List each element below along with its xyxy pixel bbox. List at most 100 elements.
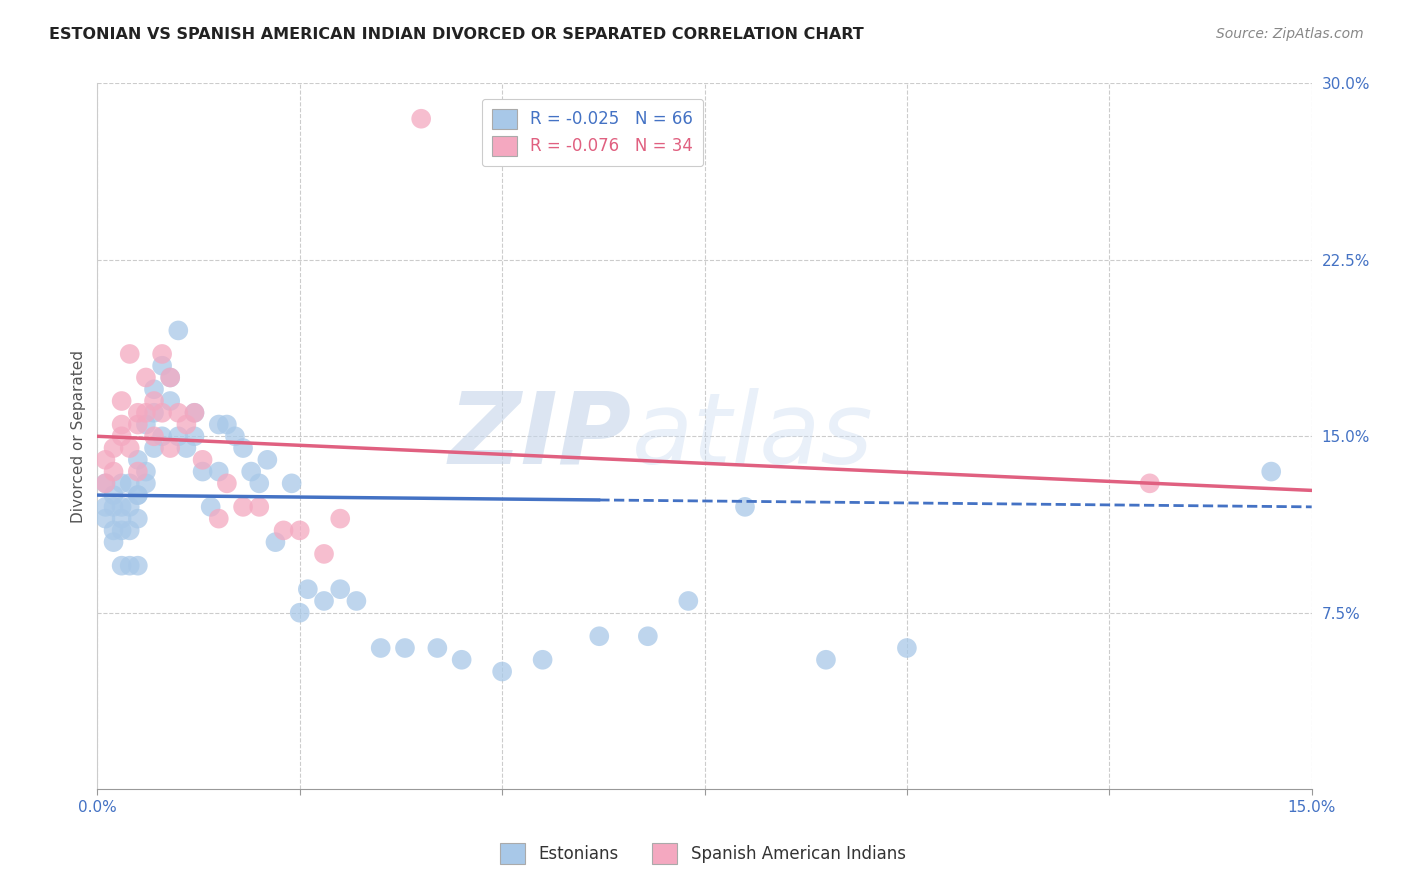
Point xyxy=(135,476,157,491)
Point xyxy=(215,476,238,491)
Point xyxy=(1260,465,1282,479)
Point xyxy=(814,653,837,667)
Point xyxy=(159,441,181,455)
Point xyxy=(183,429,205,443)
Point xyxy=(143,382,166,396)
Point xyxy=(103,500,125,514)
Point xyxy=(588,629,610,643)
Point xyxy=(103,465,125,479)
Point xyxy=(159,394,181,409)
Point xyxy=(426,640,449,655)
Point xyxy=(118,500,141,514)
Point xyxy=(167,323,190,337)
Point xyxy=(411,112,433,126)
Point xyxy=(127,406,149,420)
Y-axis label: Divorced or Separated: Divorced or Separated xyxy=(72,350,86,523)
Legend: Estonians, Spanish American Indians: Estonians, Spanish American Indians xyxy=(494,837,912,871)
Point xyxy=(247,476,270,491)
Point xyxy=(127,558,149,573)
Text: ZIP: ZIP xyxy=(449,388,631,484)
Point xyxy=(191,452,214,467)
Point xyxy=(280,476,302,491)
Point xyxy=(94,511,117,525)
Point xyxy=(127,488,149,502)
Point xyxy=(94,476,117,491)
Point xyxy=(150,406,173,420)
Point xyxy=(103,535,125,549)
Point xyxy=(394,640,416,655)
Point xyxy=(637,629,659,643)
Text: Source: ZipAtlas.com: Source: ZipAtlas.com xyxy=(1216,27,1364,41)
Point xyxy=(111,429,134,443)
Point xyxy=(111,500,134,514)
Point xyxy=(127,417,149,432)
Point xyxy=(531,653,554,667)
Point xyxy=(329,582,352,597)
Point xyxy=(127,488,149,502)
Point xyxy=(370,640,392,655)
Point xyxy=(312,547,335,561)
Point xyxy=(159,370,181,384)
Point xyxy=(143,394,166,409)
Point xyxy=(491,665,513,679)
Point xyxy=(208,465,231,479)
Legend: R = -0.025   N = 66, R = -0.076   N = 34: R = -0.025 N = 66, R = -0.076 N = 34 xyxy=(482,99,703,166)
Point xyxy=(111,417,134,432)
Point xyxy=(118,347,141,361)
Point xyxy=(273,524,295,538)
Point xyxy=(103,524,125,538)
Point xyxy=(312,594,335,608)
Point xyxy=(150,359,173,373)
Point xyxy=(183,406,205,420)
Point xyxy=(118,476,141,491)
Text: atlas: atlas xyxy=(631,388,873,484)
Point xyxy=(103,441,125,455)
Point xyxy=(176,417,198,432)
Text: ESTONIAN VS SPANISH AMERICAN INDIAN DIVORCED OR SEPARATED CORRELATION CHART: ESTONIAN VS SPANISH AMERICAN INDIAN DIVO… xyxy=(49,27,863,42)
Point xyxy=(167,429,190,443)
Point xyxy=(678,594,700,608)
Point xyxy=(200,500,222,514)
Point xyxy=(167,406,190,420)
Point xyxy=(247,500,270,514)
Point xyxy=(191,465,214,479)
Point xyxy=(150,347,173,361)
Point xyxy=(232,500,254,514)
Point xyxy=(94,476,117,491)
Point xyxy=(111,524,134,538)
Point xyxy=(127,465,149,479)
Point xyxy=(297,582,319,597)
Point xyxy=(208,511,231,525)
Point xyxy=(111,511,134,525)
Point xyxy=(208,417,231,432)
Point xyxy=(143,429,166,443)
Point xyxy=(264,535,287,549)
Point xyxy=(103,488,125,502)
Point xyxy=(896,640,918,655)
Point xyxy=(240,465,263,479)
Point xyxy=(150,429,173,443)
Point xyxy=(734,500,756,514)
Point xyxy=(1139,476,1161,491)
Point xyxy=(329,511,352,525)
Point xyxy=(135,417,157,432)
Point xyxy=(127,511,149,525)
Point xyxy=(224,429,246,443)
Point xyxy=(183,406,205,420)
Point xyxy=(288,606,311,620)
Point xyxy=(118,441,141,455)
Point xyxy=(232,441,254,455)
Point xyxy=(256,452,278,467)
Point xyxy=(344,594,367,608)
Point xyxy=(94,452,117,467)
Point xyxy=(118,558,141,573)
Point xyxy=(94,500,117,514)
Point xyxy=(143,406,166,420)
Point xyxy=(135,465,157,479)
Point xyxy=(118,524,141,538)
Point xyxy=(135,370,157,384)
Point xyxy=(450,653,472,667)
Point xyxy=(111,394,134,409)
Point xyxy=(127,452,149,467)
Point xyxy=(111,558,134,573)
